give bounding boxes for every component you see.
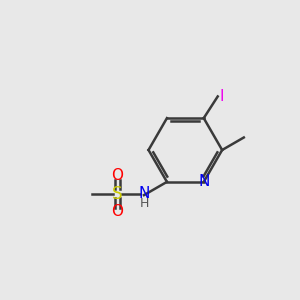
Text: N: N [138, 186, 150, 201]
Text: N: N [198, 174, 209, 189]
Text: O: O [112, 204, 124, 219]
Text: H: H [139, 197, 149, 210]
Text: I: I [220, 89, 224, 104]
Text: S: S [112, 185, 123, 203]
Text: O: O [112, 168, 124, 183]
